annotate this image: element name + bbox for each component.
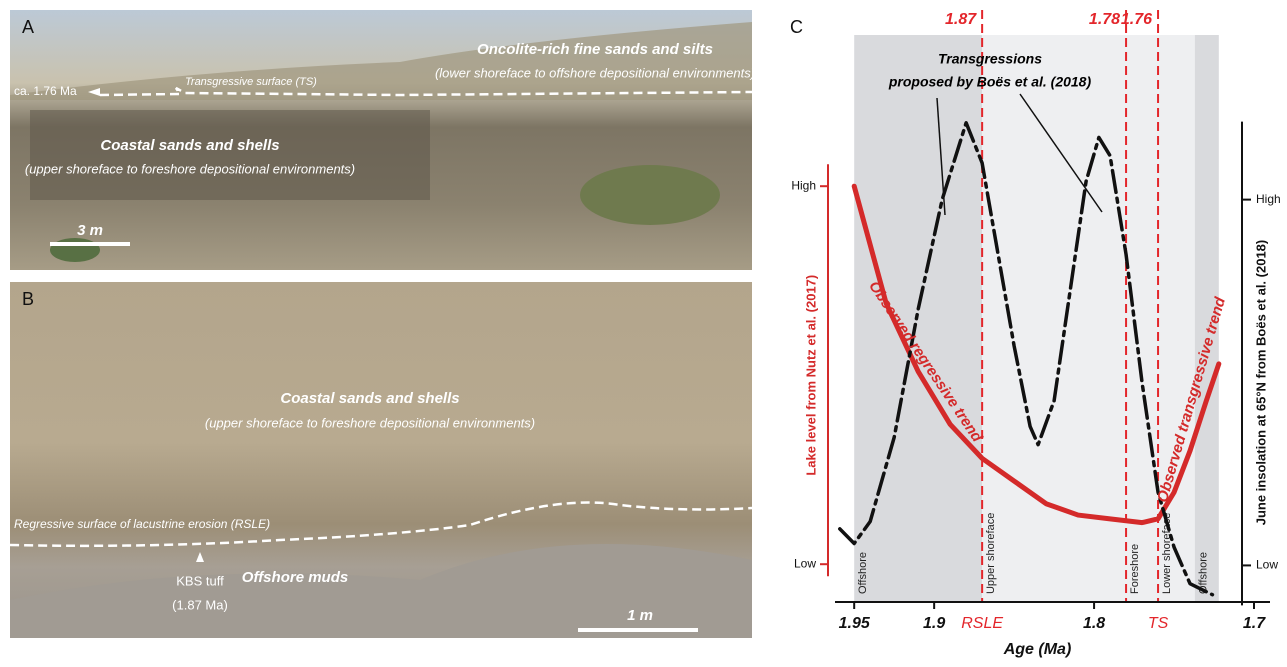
age-label: ca. 1.76 Ma — [14, 84, 77, 98]
y2-tick-label: High — [1256, 192, 1281, 206]
boundary-value: 1.78 — [1089, 11, 1120, 28]
unit-env: (upper shoreface to foreshore deposition… — [25, 161, 355, 176]
tuff-age: (1.87 Ma) — [172, 597, 228, 612]
zone-label: Upper shoreface — [985, 513, 997, 594]
scale-label: 3 m — [77, 222, 103, 239]
boundary-value: 1.76 — [1121, 11, 1152, 28]
cliff — [30, 110, 430, 200]
unit-label: Oncolite-rich fine sands and silts — [477, 41, 713, 58]
zone-label: Offshore — [857, 552, 869, 594]
x-tick-label: 1.8 — [1083, 615, 1105, 632]
y-tick-label: High — [791, 178, 816, 192]
unit-label: Offshore muds — [242, 569, 348, 586]
boundary-value: 1.87 — [945, 11, 977, 28]
figure: A Oncolite-rich fine sands and silts (lo… — [0, 0, 1287, 667]
zone-label: Foreshore — [1129, 544, 1141, 594]
photo-a: A Oncolite-rich fine sands and silts (lo… — [10, 10, 755, 270]
unit-env: (upper shoreface to foreshore deposition… — [205, 415, 535, 430]
unit-label: Coastal sands and shells — [100, 137, 279, 154]
y2-tick-label: Low — [1256, 558, 1278, 572]
y2-axis-label: June insolation at 65°N from Boës et al.… — [1253, 240, 1268, 525]
x-tick-label: 1.9 — [923, 615, 945, 632]
annotation: proposed by Boës et al. (2018) — [888, 74, 1092, 90]
y-tick-label: Low — [794, 556, 816, 570]
surface-label: Transgressive surface (TS) — [185, 76, 317, 88]
x-axis-label: Age (Ma) — [1003, 641, 1072, 658]
bush — [50, 238, 100, 262]
surface-label: Regressive surface of lacustrine erosion… — [14, 517, 270, 531]
y-axis-label: Lake level from Nutz et al. (2017) — [803, 275, 818, 476]
x-tick-label: 1.7 — [1243, 615, 1266, 632]
x-tick-label: 1.95 — [839, 615, 871, 632]
scale-label: 1 m — [627, 607, 653, 624]
annotation: Transgressions — [938, 51, 1042, 67]
zone — [1126, 35, 1158, 602]
tuff-label: KBS tuff — [176, 573, 224, 588]
panel-letter: B — [22, 289, 34, 309]
unit-label: Coastal sands and shells — [280, 390, 459, 407]
boundary-label: TS — [1148, 615, 1169, 632]
panel-letter: A — [22, 17, 34, 37]
tree — [580, 165, 720, 225]
unit-env: (lower shoreface to offshore depositiona… — [435, 65, 755, 80]
boundary-label: RSLE — [961, 615, 1003, 632]
photo-b: B Coastal sands and shells (upper shoref… — [10, 282, 752, 638]
panel-letter: C — [790, 17, 803, 37]
